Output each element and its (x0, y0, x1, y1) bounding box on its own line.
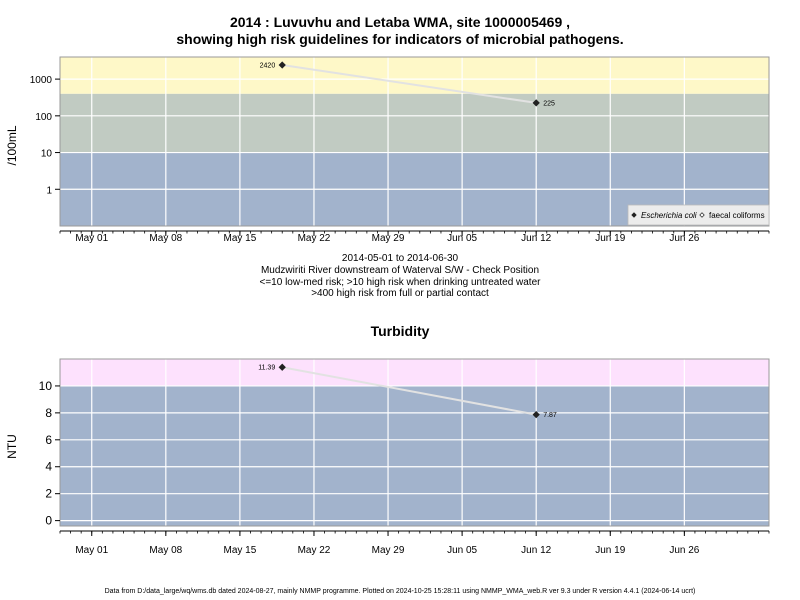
x-tick-label-2: May 15 (223, 545, 256, 556)
y-tick-label-1: 2 (45, 487, 52, 501)
data-label-0-0: 11.39 (258, 365, 275, 372)
legend-marker-1 (699, 212, 705, 218)
y-tick-label-3: 1000 (30, 75, 53, 86)
data-label-0-1: 225 (543, 100, 555, 107)
contact-risk-note: >400 high risk from full or partial cont… (311, 288, 489, 299)
date-range-text: 2014-05-01 to 2014-06-30 (341, 253, 459, 264)
chart-title-line-1: 2014 : Luvuvhu and Letaba WMA, site 1000… (229, 14, 571, 30)
chart-title-line-2: showing high risk guidelines for indicat… (176, 31, 624, 47)
x-tick-label-6: Jun 12 (521, 545, 551, 556)
x-tick-label-6: Jun 12 (521, 233, 551, 244)
data-point-0-1 (532, 99, 540, 107)
y-tick-label-2: 100 (35, 112, 52, 123)
x-tick-label-3: May 22 (298, 233, 331, 244)
plot-border (59, 56, 770, 227)
legend-marker-0 (631, 212, 637, 218)
y-axis-label: /100mL (5, 125, 19, 165)
series-line-0 (282, 64, 537, 104)
y-tick-label-1: 10 (41, 149, 53, 160)
footer-note: Data from D:/data_large/wq/wms.db dated … (104, 588, 696, 595)
x-tick-label-4: May 29 (372, 233, 405, 244)
data-point-0-0 (278, 61, 286, 69)
risk-band-2 (60, 57, 769, 94)
y-tick-label-0: 1 (46, 185, 52, 196)
x-tick-label-7: Jun 19 (595, 545, 625, 556)
y-tick-label-5: 10 (39, 379, 53, 393)
x-tick-label-5: Jun 05 (447, 545, 477, 556)
series-line-0 (282, 366, 537, 416)
legend-label-1: faecal coliforms (709, 211, 765, 220)
x-tick-label-3: May 22 (298, 545, 331, 556)
drinking-risk-note: <=10 low-med risk; >10 high risk when dr… (259, 277, 541, 288)
data-label-0-1: 7.87 (543, 412, 557, 419)
plot-border (59, 358, 770, 527)
site-description-text: Mudzwiriti River downstream of Waterval … (260, 265, 540, 276)
x-tick-label-2: May 15 (223, 233, 256, 244)
y-tick-label-2: 4 (45, 460, 52, 474)
turbidity-title: Turbidity (370, 323, 430, 339)
data-point-0-1 (532, 410, 540, 419)
y-tick-label-4: 8 (45, 406, 52, 420)
legend-label-0: Escherichia coli (641, 211, 697, 220)
x-tick-label-4: May 29 (372, 545, 405, 556)
x-tick-label-8: Jun 26 (669, 233, 699, 244)
data-point-0-0 (278, 363, 286, 371)
x-tick-label-8: Jun 26 (669, 545, 699, 556)
x-tick-label-5: Jun 05 (447, 233, 477, 244)
y-tick-label-3: 6 (45, 433, 52, 447)
y-tick-label-0: 0 (45, 514, 52, 528)
y-axis-label: NTU (5, 434, 19, 459)
data-label-0-0: 2420 (260, 63, 276, 70)
x-tick-label-1: May 08 (149, 545, 182, 556)
risk-band-0 (60, 385, 769, 526)
risk-band-1 (60, 93, 769, 153)
x-tick-label-0: May 01 (75, 545, 108, 556)
x-tick-label-7: Jun 19 (595, 233, 625, 244)
x-tick-label-0: May 01 (75, 233, 108, 244)
x-tick-label-1: May 08 (149, 233, 182, 244)
legend-box (627, 204, 770, 226)
risk-band-1 (60, 359, 769, 386)
